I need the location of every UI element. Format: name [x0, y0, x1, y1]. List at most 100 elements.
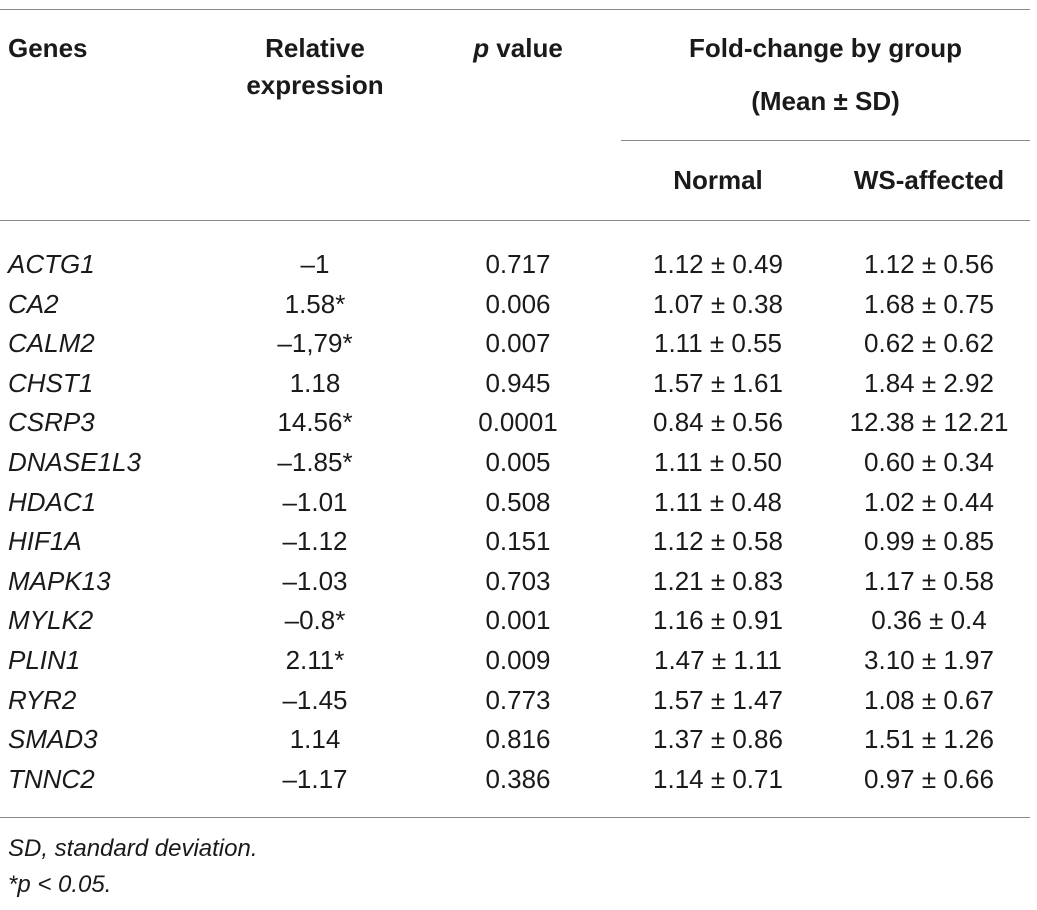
table-row: MYLK2 –0.8* 0.001 1.16 ± 0.91 0.36 ± 0.4	[0, 600, 1037, 640]
p-value: 0.006	[485, 288, 551, 319]
table-row: CSRP3 14.56* 0.0001 0.84 ± 0.56 12.38 ± 12.2…	[0, 402, 1037, 442]
gene-name: CSRP3	[8, 407, 95, 438]
relative-expression: 1.18	[289, 367, 341, 398]
gene-name: HDAC1	[8, 486, 97, 517]
ws-affected-fold-change: 3.10 ± 1.97	[864, 645, 994, 675]
table-row: TNNC2 –1.17 0.386 1.14 ± 0.71 0.97 ± 0.66	[0, 759, 1037, 799]
header-p-italic: p	[473, 33, 490, 63]
p-value: 0.009	[485, 645, 551, 675]
gene-name: TNNC2	[8, 763, 95, 794]
header-p-rest: value	[489, 33, 563, 63]
table-row: CALM2 –1,79* 0.007 1.11 ± 0.55 0.62 ± 0.62	[0, 323, 1037, 363]
table-row: SMAD3 1.14 0.816 1.37 ± 0.86 1.51 ± 1.26	[0, 719, 1037, 759]
ws-affected-fold-change: 1.02 ± 0.44	[864, 486, 994, 517]
footnote-sd: SD, standard deviation.	[8, 835, 258, 862]
header-genes: Genes	[8, 33, 88, 63]
table-row: MAPK13 –1.03 0.703 1.21 ± 0.83 1.17 ± 0.58	[0, 561, 1037, 601]
normal-fold-change: 1.11 ± 0.55	[654, 328, 782, 359]
gene-name: DNASE1L3	[8, 447, 141, 477]
p-value: 0.773	[485, 684, 551, 715]
header-bottom-rule	[0, 220, 1030, 221]
table-row: ACTG1 –1 0.717 1.12 ± 0.49 1.12 ± 0.56	[0, 244, 1037, 284]
header-fold-change: Fold-change by group (Mean ± SD)	[621, 30, 1030, 120]
relative-expression: –1.03	[282, 565, 348, 596]
gene-name: CA2	[8, 288, 59, 319]
ws-affected-fold-change: 1.08 ± 0.67	[864, 684, 994, 715]
relative-expression: –1.17	[282, 763, 348, 794]
normal-fold-change: 1.16 ± 0.91	[653, 605, 783, 636]
table-row: DNASE1L3 –1.85* 0.005 1.11 ± 0.50 0.60 ± 0.3…	[0, 442, 1037, 482]
p-value: 0.005	[485, 447, 551, 477]
gene-name: HIF1A	[8, 526, 82, 557]
header-fold-change-line2: (Mean ± SD)	[751, 86, 900, 116]
gene-name: CHST1	[8, 367, 94, 398]
p-value: 0.007	[485, 328, 551, 359]
gene-name: RYR2	[8, 684, 77, 715]
table-row: CA2 1.58* 0.006 1.07 ± 0.38 1.68 ± 0.75	[0, 284, 1037, 324]
p-value: 0.816	[485, 724, 551, 755]
header-relative-expression: Relative expression	[230, 30, 400, 104]
header-normal: Normal	[673, 165, 763, 195]
gene-name: ACTG1	[8, 249, 95, 279]
ws-affected-fold-change: 0.97 ± 0.66	[864, 763, 994, 794]
ws-affected-fold-change: 1.51 ± 1.26	[864, 724, 994, 755]
ws-affected-fold-change: 1.84 ± 2.92	[864, 367, 994, 398]
header-p-value: p value	[432, 30, 604, 67]
p-value: 0.945	[485, 367, 551, 398]
relative-expression: –0.8*	[284, 605, 346, 636]
normal-fold-change: 1.21 ± 0.83	[653, 565, 783, 596]
p-value: 0.717	[485, 249, 551, 279]
ws-affected-fold-change: 0.99 ± 0.85	[864, 526, 994, 557]
relative-expression: 1.58*	[284, 288, 346, 319]
relative-expression: –1.45	[282, 684, 348, 715]
relative-expression: –1	[300, 249, 330, 279]
gene-name: CALM2	[8, 328, 95, 359]
ws-affected-fold-change: 0.36 ± 0.4	[871, 605, 987, 636]
normal-fold-change: 1.14 ± 0.71	[653, 763, 783, 794]
p-value: 0.703	[485, 565, 551, 596]
relative-expression: –1.12	[282, 526, 348, 557]
gene-name: MAPK13	[8, 565, 111, 596]
p-value: 0.001	[485, 605, 551, 636]
normal-fold-change: 1.12 ± 0.58	[653, 526, 783, 557]
table-row: RYR2 –1.45 0.773 1.57 ± 1.47 1.08 ± 0.67	[0, 680, 1037, 720]
ws-affected-fold-change: 12.38 ± 12.21	[849, 407, 1009, 438]
table-row: CHST1 1.18 0.945 1.57 ± 1.61 1.84 ± 2.92	[0, 363, 1037, 403]
normal-fold-change: 0.84 ± 0.56	[653, 407, 783, 438]
relative-expression: –1,79*	[277, 328, 353, 359]
table-row: HDAC1 –1.01 0.508 1.11 ± 0.48 1.02 ± 0.44	[0, 482, 1037, 522]
fold-change-subrule	[621, 140, 1030, 141]
header-ws-affected: WS-affected	[853, 165, 1005, 195]
normal-fold-change: 1.07 ± 0.38	[653, 288, 783, 319]
relative-expression: –1.01	[282, 486, 348, 517]
relative-expression: 1.14	[289, 724, 341, 755]
normal-fold-change: 1.47 ± 1.11	[654, 645, 782, 675]
relative-expression: 14.56*	[277, 407, 353, 438]
table-bottom-rule	[0, 817, 1030, 818]
ws-affected-fold-change: 1.68 ± 0.75	[864, 288, 994, 319]
normal-fold-change: 1.57 ± 1.47	[653, 684, 783, 715]
normal-fold-change: 1.11 ± 0.48	[654, 486, 782, 517]
p-value: 0.151	[485, 526, 551, 557]
gene-name: PLIN1	[8, 645, 81, 675]
header-fold-change-line1: Fold-change by group	[689, 33, 962, 63]
gene-name: MYLK2	[8, 605, 94, 636]
relative-expression: 2.11*	[285, 645, 345, 675]
ws-affected-fold-change: 1.12 ± 0.56	[864, 249, 994, 279]
table-top-rule	[0, 9, 1030, 10]
ws-affected-fold-change: 0.60 ± 0.34	[864, 447, 994, 477]
normal-fold-change: 1.37 ± 0.86	[653, 724, 783, 755]
normal-fold-change: 1.12 ± 0.49	[653, 249, 783, 279]
relative-expression: –1.85*	[277, 447, 353, 477]
normal-fold-change: 1.57 ± 1.61	[653, 367, 783, 398]
header-relative-line2: expression	[246, 70, 384, 100]
footnote-significance: *p < 0.05.	[8, 871, 112, 898]
ws-affected-fold-change: 0.62 ± 0.62	[864, 328, 994, 359]
table-row: HIF1A –1.12 0.151 1.12 ± 0.58 0.99 ± 0.85	[0, 521, 1037, 561]
normal-fold-change: 1.11 ± 0.50	[654, 447, 782, 477]
ws-affected-fold-change: 1.17 ± 0.58	[864, 565, 994, 596]
p-value: 0.508	[485, 486, 551, 517]
p-value: 0.0001	[478, 407, 558, 438]
table-row: PLIN1 2.11* 0.009 1.47 ± 1.11 3.10 ± 1.97	[0, 640, 1037, 680]
header-relative-line1: Relative	[265, 33, 365, 63]
